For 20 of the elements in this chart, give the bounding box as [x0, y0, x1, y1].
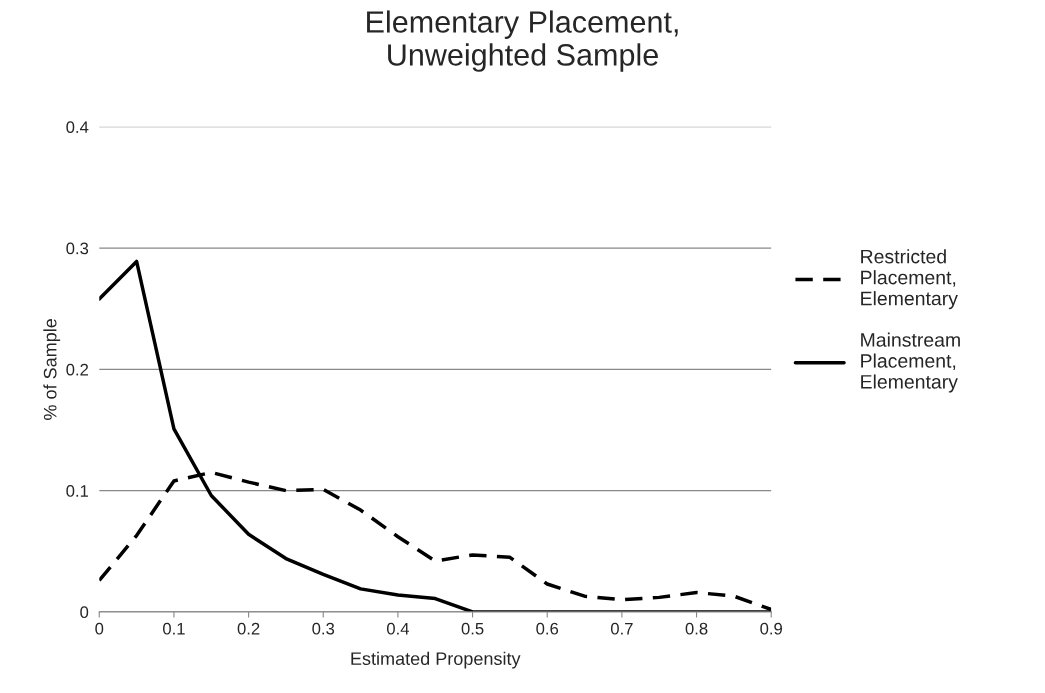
y-tick-label: 0.4	[66, 121, 89, 134]
y-tick-label: 0.2	[66, 363, 89, 376]
chart-title: Elementary Placement, Unweighted Sample	[367, 10, 678, 72]
legend-label: Restricted Placement, Elementary	[861, 249, 958, 310]
y-axis-title: % of Sample	[43, 318, 61, 420]
x-tick-label: 0.3	[312, 622, 335, 635]
y-tick-label: 0.1	[66, 485, 89, 497]
x-tick-label: 0.8	[685, 622, 708, 635]
y-tick-label: 0	[80, 606, 89, 619]
x-tick-label: 0.4	[386, 622, 410, 635]
x-tick-label: 0.9	[760, 622, 783, 635]
x-axis-title: Estimated Propensity	[351, 651, 521, 669]
x-tick-label: 0.7	[610, 622, 633, 635]
x-tick-label: 0.6	[536, 622, 559, 635]
x-tick-label: 0.5	[461, 622, 484, 635]
x-tick-label: 0	[95, 622, 104, 635]
y-tick-label: 0.3	[66, 242, 89, 255]
x-tick-label: 0.2	[237, 622, 260, 635]
legend-label: Mainstream Placement, Elementary	[861, 332, 960, 393]
x-tick-label: 0.1	[163, 622, 185, 635]
